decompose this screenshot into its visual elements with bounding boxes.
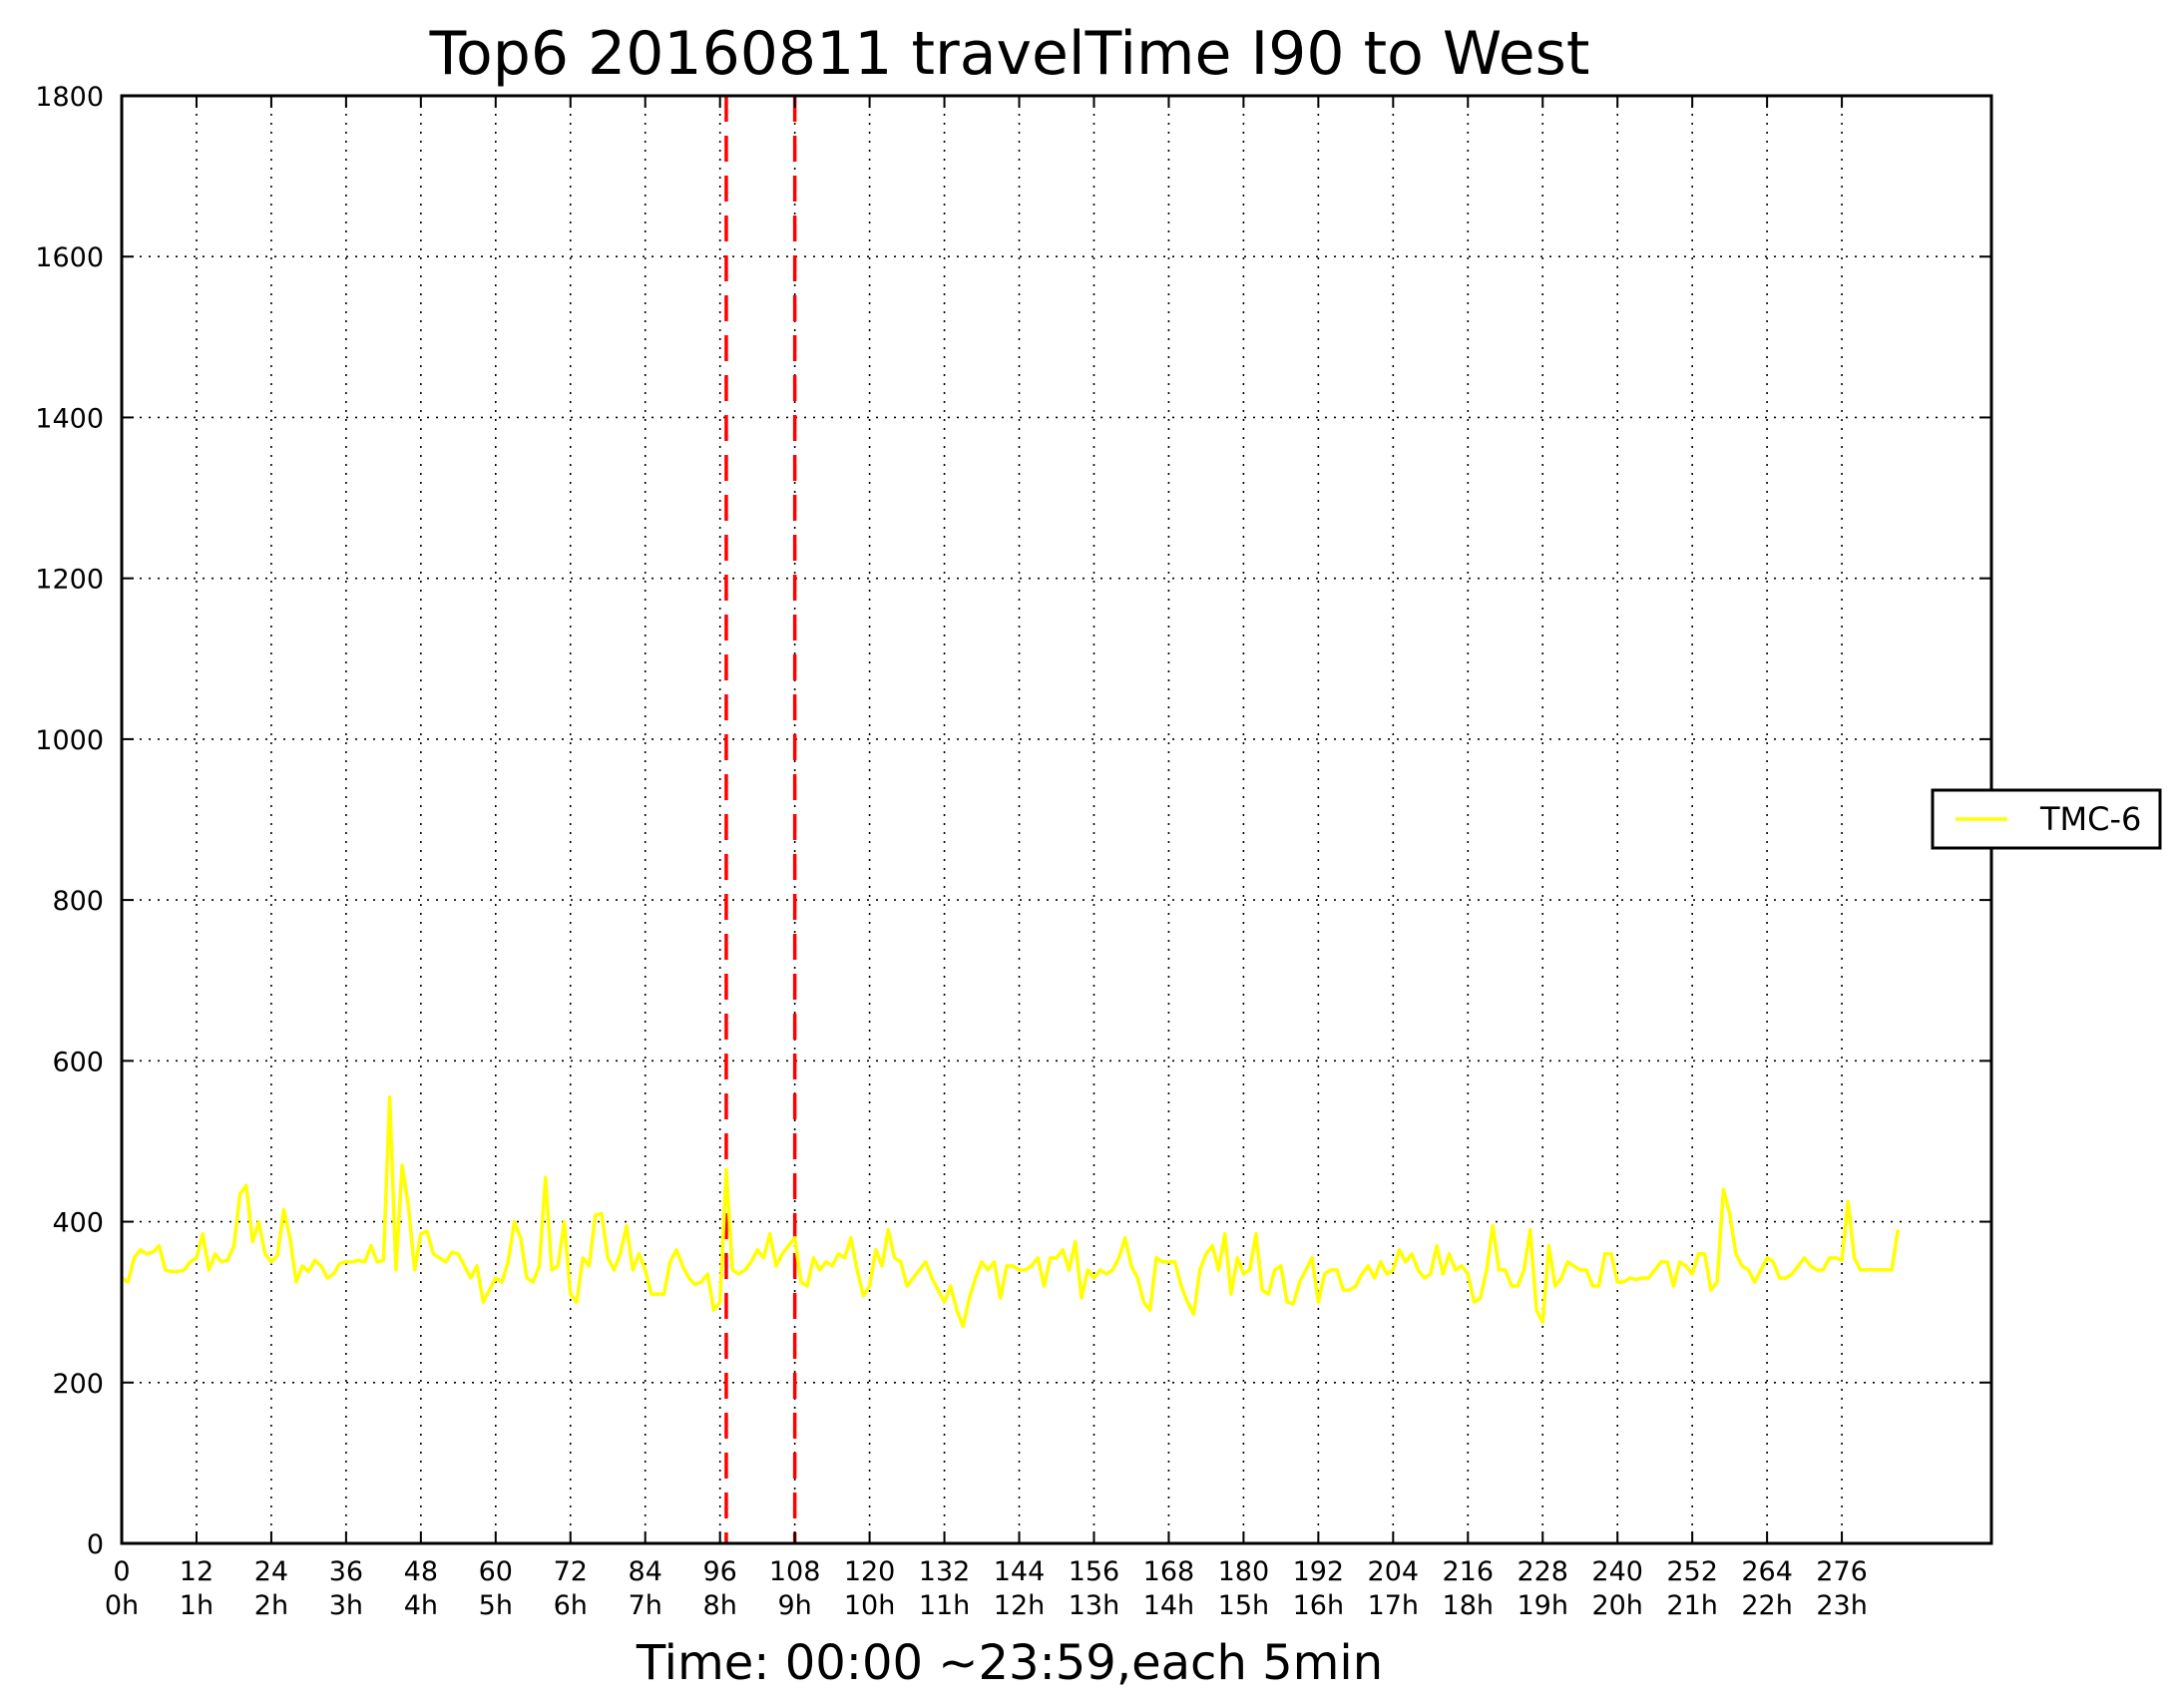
x-tick-hour-label: 16h xyxy=(1293,1590,1344,1621)
y-tick-label: 600 xyxy=(52,1047,104,1077)
x-tick-label: 156 xyxy=(1069,1556,1120,1587)
x-tick-hour-label: 22h xyxy=(1741,1590,1792,1621)
x-tick-label: 84 xyxy=(629,1556,662,1587)
x-tick-hour-label: 1h xyxy=(180,1590,214,1621)
x-tick-hour-label: 0h xyxy=(105,1590,139,1621)
y-tick-label: 1400 xyxy=(35,403,104,434)
y-tick-label: 400 xyxy=(52,1208,104,1239)
chart-title: Top6 20160811 travelTime I90 to West xyxy=(429,19,1590,89)
x-tick-label: 120 xyxy=(844,1556,896,1587)
x-tick-hour-label: 6h xyxy=(554,1590,588,1621)
x-tick-label: 180 xyxy=(1218,1556,1270,1587)
x-tick-hour-label: 3h xyxy=(329,1590,363,1621)
x-tick-hour-label: 21h xyxy=(1666,1590,1717,1621)
y-tick-label: 200 xyxy=(52,1369,104,1400)
x-tick-hour-label: 8h xyxy=(703,1590,737,1621)
x-tick-hour-label: 2h xyxy=(254,1590,288,1621)
y-tick-label: 1200 xyxy=(35,565,104,596)
x-tick-hour-label: 9h xyxy=(777,1590,811,1621)
x-tick-label: 108 xyxy=(769,1556,821,1587)
x-tick-label: 216 xyxy=(1443,1556,1495,1587)
x-tick-hour-label: 7h xyxy=(629,1590,662,1621)
x-tick-label: 24 xyxy=(254,1556,288,1587)
x-tick-hour-label: 23h xyxy=(1816,1590,1867,1621)
x-tick-hour-label: 15h xyxy=(1218,1590,1269,1621)
y-tick-label: 0 xyxy=(87,1529,104,1560)
x-tick-hour-label: 18h xyxy=(1443,1590,1494,1621)
x-tick-label: 252 xyxy=(1666,1556,1718,1587)
y-tick-label: 800 xyxy=(52,886,104,917)
x-tick-hour-label: 12h xyxy=(994,1590,1045,1621)
x-tick-label: 264 xyxy=(1741,1556,1793,1587)
x-tick-label: 96 xyxy=(703,1556,737,1587)
y-tick-label: 1800 xyxy=(35,82,104,113)
legend: TMC-6 xyxy=(1931,788,2162,850)
series-line-tmc-6 xyxy=(121,1094,1901,1329)
x-tick-hour-label: 10h xyxy=(844,1590,895,1621)
x-tick-label: 144 xyxy=(994,1556,1046,1587)
x-tick-label: 0 xyxy=(113,1556,130,1587)
y-tick-label: 1000 xyxy=(35,725,104,756)
x-tick-hour-label: 14h xyxy=(1143,1590,1194,1621)
x-tick-hour-label: 11h xyxy=(919,1590,970,1621)
x-tick-label: 192 xyxy=(1293,1556,1345,1587)
x-tick-label: 60 xyxy=(479,1556,513,1587)
series-layer xyxy=(121,1094,1901,1329)
x-tick-label: 204 xyxy=(1368,1556,1420,1587)
x-tick-hour-label: 20h xyxy=(1591,1590,1642,1621)
x-tick-label: 132 xyxy=(919,1556,971,1587)
grid-layer xyxy=(122,96,1991,1543)
x-tick-label: 276 xyxy=(1816,1556,1868,1587)
x-tick-label: 12 xyxy=(180,1556,214,1587)
x-tick-label: 168 xyxy=(1143,1556,1195,1587)
marker-layer xyxy=(724,96,797,1543)
x-tick-hour-label: 4h xyxy=(404,1590,438,1621)
x-tick-hour-label: 5h xyxy=(479,1590,513,1621)
x-tick-hour-label: 19h xyxy=(1518,1590,1568,1621)
x-tick-label: 240 xyxy=(1591,1556,1643,1587)
x-tick-hour-label: 13h xyxy=(1069,1590,1119,1621)
x-tick-label: 228 xyxy=(1517,1556,1568,1587)
x-axis-label: Time: 00:00 ~23:59,each 5min xyxy=(636,1635,1383,1691)
y-tick-label: 1600 xyxy=(35,242,104,273)
x-tick-hour-label: 17h xyxy=(1368,1590,1419,1621)
x-tick-label: 48 xyxy=(404,1556,438,1587)
x-tick-label: 36 xyxy=(329,1556,363,1587)
legend-label-tmc-6: TMC-6 xyxy=(2039,800,2141,838)
x-tick-label: 72 xyxy=(554,1556,588,1587)
